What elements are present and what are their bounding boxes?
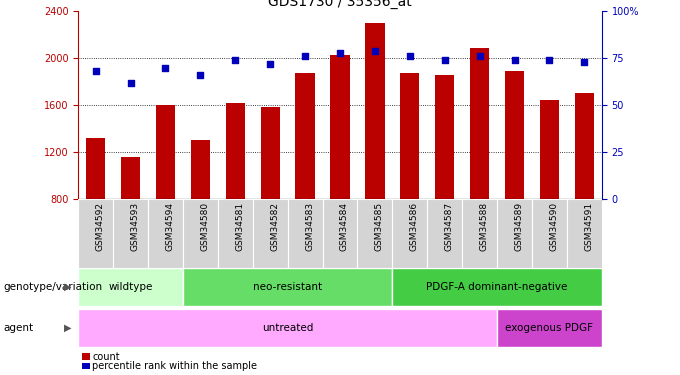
Bar — [505, 71, 524, 199]
Text: GSM34590: GSM34590 — [549, 202, 558, 251]
Text: exogenous PDGF: exogenous PDGF — [505, 323, 594, 333]
Text: ▶: ▶ — [64, 323, 71, 333]
Bar — [78, 199, 113, 268]
Point — [544, 57, 555, 63]
Bar — [78, 268, 183, 306]
Point — [300, 53, 311, 59]
Text: GSM34591: GSM34591 — [584, 202, 594, 251]
Text: GSM34584: GSM34584 — [340, 202, 349, 251]
Text: GSM34588: GSM34588 — [479, 202, 489, 251]
Bar — [392, 199, 427, 268]
Bar — [260, 107, 279, 199]
Bar — [156, 105, 175, 199]
Bar — [183, 199, 218, 268]
Bar — [86, 138, 105, 199]
Bar — [358, 199, 392, 268]
Point — [335, 50, 345, 55]
Text: GSM34586: GSM34586 — [410, 202, 419, 251]
Text: ▶: ▶ — [64, 282, 71, 292]
Bar — [121, 157, 140, 199]
Bar — [567, 199, 602, 268]
Text: untreated: untreated — [262, 323, 313, 333]
Bar — [575, 93, 594, 199]
Bar — [253, 199, 288, 268]
Point — [195, 72, 206, 78]
Bar — [497, 309, 602, 347]
Text: GSM34594: GSM34594 — [165, 202, 175, 251]
Text: GSM34585: GSM34585 — [375, 202, 384, 251]
Bar — [532, 199, 567, 268]
Point — [474, 53, 485, 59]
Point — [439, 57, 450, 63]
Bar — [427, 199, 462, 268]
Point — [90, 68, 101, 74]
Point — [265, 61, 275, 67]
Point — [509, 57, 520, 63]
Bar — [322, 199, 358, 268]
Bar — [226, 103, 245, 199]
Bar — [392, 268, 602, 306]
Bar — [365, 23, 384, 199]
Bar — [435, 75, 454, 199]
Bar — [470, 48, 489, 199]
Text: GSM34583: GSM34583 — [305, 202, 314, 251]
Text: count: count — [92, 352, 120, 362]
Text: PDGF-A dominant-negative: PDGF-A dominant-negative — [426, 282, 568, 292]
Text: percentile rank within the sample: percentile rank within the sample — [92, 361, 258, 371]
Bar — [462, 199, 497, 268]
Bar — [497, 199, 532, 268]
Text: wildtype: wildtype — [108, 282, 153, 292]
Bar — [113, 199, 148, 268]
Bar — [148, 199, 183, 268]
Text: GSM34593: GSM34593 — [131, 202, 139, 251]
Bar — [218, 199, 253, 268]
Point — [230, 57, 241, 63]
Bar — [330, 55, 350, 199]
Point — [160, 64, 171, 70]
Point — [579, 59, 590, 65]
Bar — [540, 100, 559, 199]
Bar — [401, 74, 420, 199]
Point — [125, 80, 136, 86]
Point — [369, 48, 380, 54]
Text: neo-resistant: neo-resistant — [253, 282, 322, 292]
Title: GDS1730 / 35356_at: GDS1730 / 35356_at — [268, 0, 412, 9]
Bar — [183, 268, 392, 306]
Bar — [78, 309, 497, 347]
Bar — [288, 199, 322, 268]
Text: genotype/variation: genotype/variation — [3, 282, 103, 292]
Text: GSM34592: GSM34592 — [96, 202, 105, 251]
Text: GSM34580: GSM34580 — [201, 202, 209, 251]
Point — [405, 53, 415, 59]
Text: GSM34582: GSM34582 — [270, 202, 279, 251]
Text: GSM34587: GSM34587 — [445, 202, 454, 251]
Text: GSM34589: GSM34589 — [515, 202, 524, 251]
Bar — [296, 74, 315, 199]
Bar — [191, 140, 210, 199]
Text: agent: agent — [3, 323, 33, 333]
Text: GSM34581: GSM34581 — [235, 202, 244, 251]
